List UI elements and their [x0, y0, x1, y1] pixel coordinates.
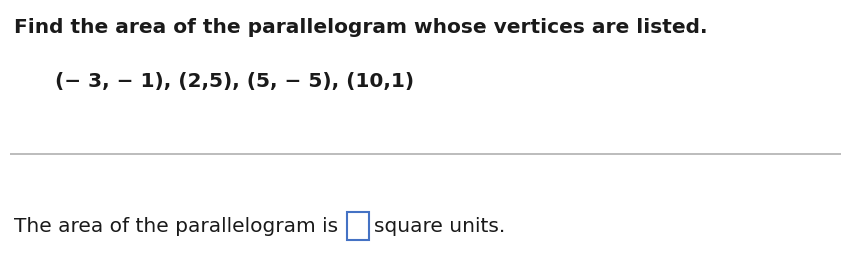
Text: The area of the parallelogram is: The area of the parallelogram is — [14, 216, 344, 235]
Bar — [347, 212, 369, 240]
Text: square units.: square units. — [375, 216, 506, 235]
Text: (− 3, − 1), (2,5), (5, − 5), (10,1): (− 3, − 1), (2,5), (5, − 5), (10,1) — [55, 72, 415, 91]
Text: Find the area of the parallelogram whose vertices are listed.: Find the area of the parallelogram whose… — [14, 18, 707, 37]
